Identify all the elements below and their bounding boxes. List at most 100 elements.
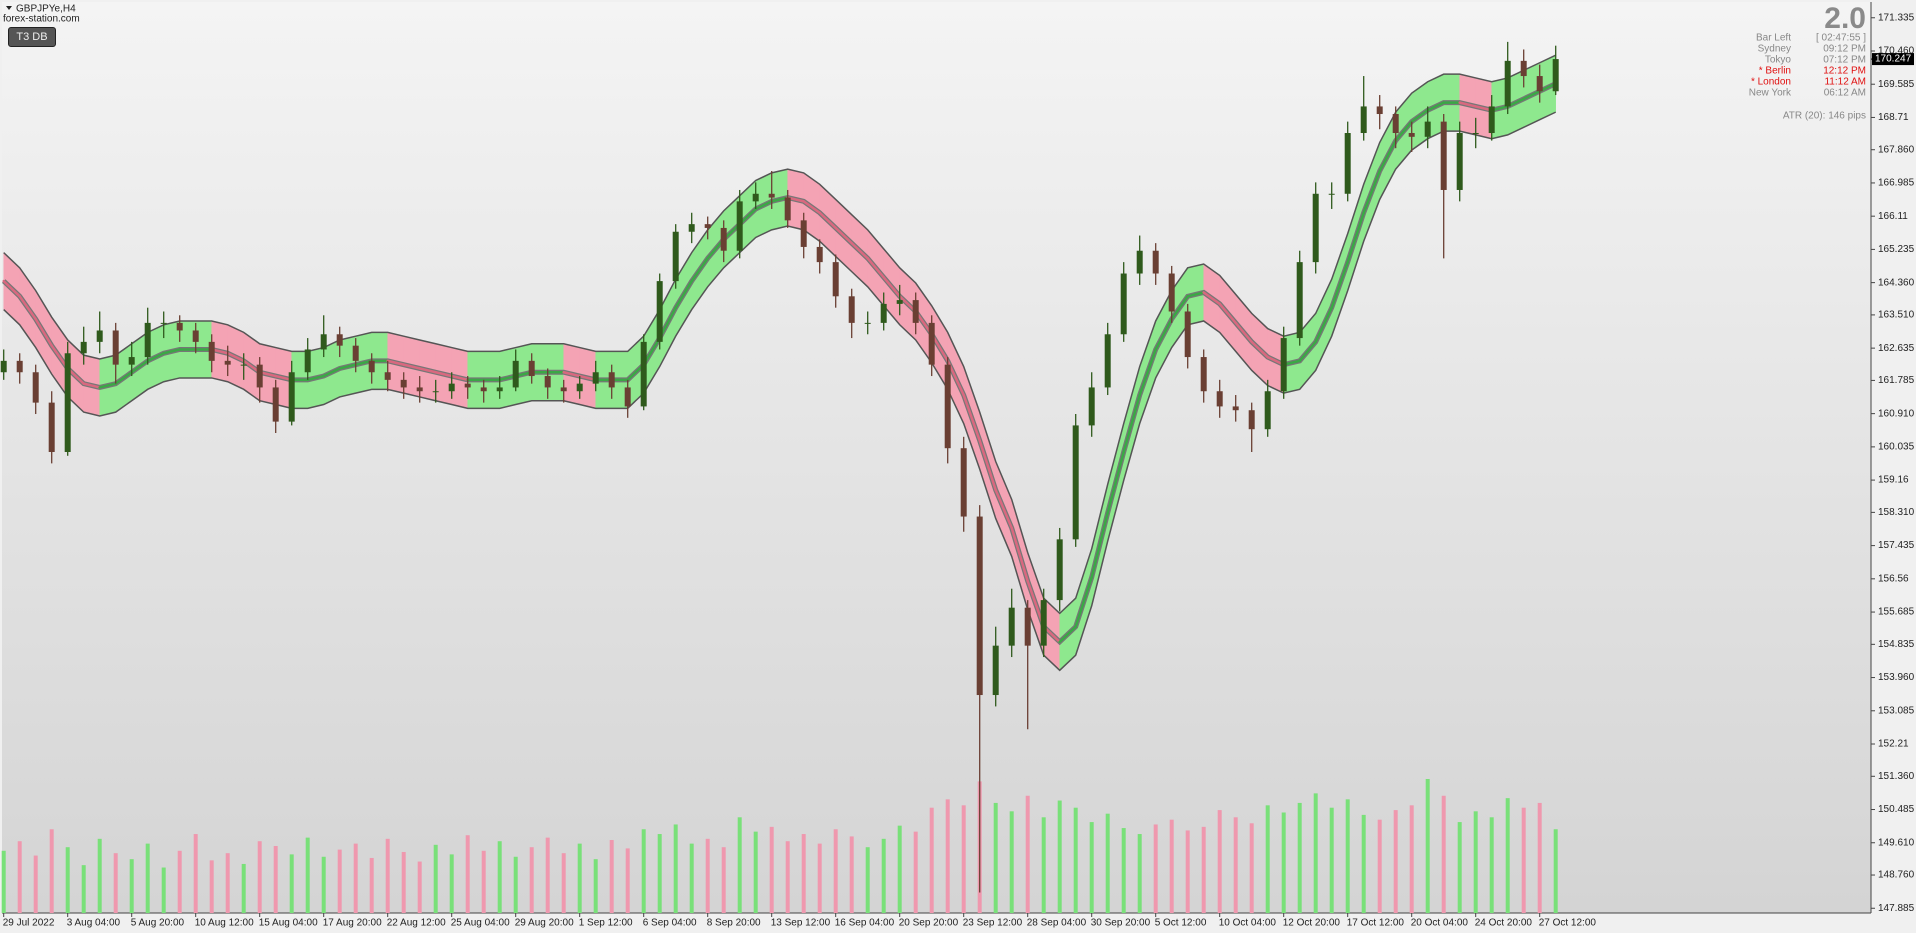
t3-line xyxy=(114,370,133,385)
candle-body xyxy=(48,402,55,452)
t3-line xyxy=(850,241,869,260)
candle-body xyxy=(1088,387,1095,426)
t3-line xyxy=(1106,450,1125,515)
volume-bar xyxy=(353,843,358,913)
price-label: 170.247 xyxy=(1875,54,1912,65)
x-tick-label: 10 Aug 12:00 xyxy=(195,918,254,929)
candle-body xyxy=(992,645,999,696)
volume-bar xyxy=(129,859,134,913)
candle-body xyxy=(832,262,839,297)
t3-line xyxy=(146,352,165,363)
volume-bar xyxy=(961,805,966,913)
t3-line xyxy=(1074,576,1093,628)
volume-bar xyxy=(1409,805,1414,913)
t3-line xyxy=(1458,101,1477,108)
candle-body xyxy=(656,281,663,342)
t3-line xyxy=(866,257,885,279)
volume-bar xyxy=(1153,824,1158,913)
x-tick-label: 5 Aug 20:00 xyxy=(131,918,185,929)
y-tick-label: 154.835 xyxy=(1878,639,1915,650)
candle-body xyxy=(688,224,695,232)
t3-line xyxy=(962,393,981,442)
candle-body xyxy=(1264,391,1271,430)
volume-bar xyxy=(1089,822,1094,913)
candle-body xyxy=(1216,391,1223,407)
t3-line xyxy=(690,257,709,283)
t3-line xyxy=(674,279,693,309)
x-tick-label: 17 Aug 20:00 xyxy=(323,918,382,929)
candle-body xyxy=(1344,133,1351,194)
candle-body xyxy=(944,364,951,449)
clock-label: Tokyo xyxy=(1765,55,1792,66)
volume-bar xyxy=(273,846,278,913)
volume-bar xyxy=(1297,802,1302,913)
volume-bar xyxy=(577,843,582,913)
y-tick-label: 163.510 xyxy=(1878,310,1915,321)
volume-bar xyxy=(673,824,678,913)
x-tick-label: 10 Oct 04:00 xyxy=(1219,918,1277,929)
candle-body xyxy=(1072,425,1079,540)
t3-line xyxy=(338,363,357,370)
t3-line xyxy=(34,317,53,347)
t3-button[interactable]: T3 DB xyxy=(8,27,56,47)
volume-bar xyxy=(161,867,166,913)
candle-body xyxy=(400,379,407,388)
x-tick-label: 30 Sep 20:00 xyxy=(1091,918,1151,929)
t3-line xyxy=(450,374,469,382)
candle-body xyxy=(960,448,967,517)
volume-bar xyxy=(1121,828,1126,913)
volume-bar xyxy=(913,831,918,913)
candle-body xyxy=(1056,539,1063,601)
x-tick-label: 27 Oct 12:00 xyxy=(1539,918,1597,929)
candle-body xyxy=(896,300,903,304)
volume-bar xyxy=(897,825,902,913)
candle-body xyxy=(624,387,631,407)
candle-body xyxy=(1168,273,1175,312)
clock-label: * Berlin xyxy=(1759,66,1791,77)
volume-bar xyxy=(113,853,118,913)
volume-bar xyxy=(1553,829,1558,913)
y-tick-label: 170.460 xyxy=(1878,46,1915,57)
candle-body xyxy=(912,300,919,323)
volume-bar xyxy=(193,834,198,913)
atr: ATR (20): 146 pips xyxy=(1783,111,1866,122)
candle-body xyxy=(1552,59,1559,92)
candle-body xyxy=(416,387,423,392)
candle-body xyxy=(112,330,119,365)
candle-body xyxy=(272,387,279,422)
volume-bar xyxy=(1281,812,1286,913)
candle-body xyxy=(1248,410,1255,430)
y-tick-label: 152.21 xyxy=(1878,739,1909,750)
volume-bar xyxy=(993,802,998,913)
volume-bar xyxy=(1073,807,1078,913)
candle-body xyxy=(1200,357,1207,392)
volume-bar xyxy=(561,853,566,913)
candle-body xyxy=(704,224,711,228)
volume-bar xyxy=(1521,807,1526,913)
y-tick-label: 153.960 xyxy=(1878,672,1915,683)
t3-line xyxy=(1250,340,1269,359)
volume-bar xyxy=(65,847,70,913)
x-tick-label: 20 Sep 20:00 xyxy=(899,918,959,929)
t3-line xyxy=(1314,306,1333,344)
volume-bar xyxy=(929,807,934,913)
t3-line xyxy=(1122,393,1141,454)
candle-body xyxy=(256,364,263,388)
t3-line xyxy=(802,200,821,215)
x-tick-label: 15 Aug 04:00 xyxy=(259,918,318,929)
volume-bar xyxy=(625,848,630,913)
t3-line xyxy=(1378,139,1397,173)
t3-line xyxy=(1346,211,1365,264)
candle-body xyxy=(1440,121,1447,190)
candle-body xyxy=(640,341,647,407)
candle-body xyxy=(96,330,103,342)
volume-bar xyxy=(417,861,422,913)
y-tick-label: 160.910 xyxy=(1878,408,1915,419)
volume-bar xyxy=(81,865,86,913)
x-tick-label: 1 Sep 12:00 xyxy=(579,918,633,929)
volume-bar xyxy=(1057,800,1062,913)
t3-line xyxy=(1234,321,1253,344)
candle-body xyxy=(224,360,231,365)
y-tick-label: 148.760 xyxy=(1878,870,1915,881)
x-tick-label: 17 Oct 12:00 xyxy=(1347,918,1405,929)
